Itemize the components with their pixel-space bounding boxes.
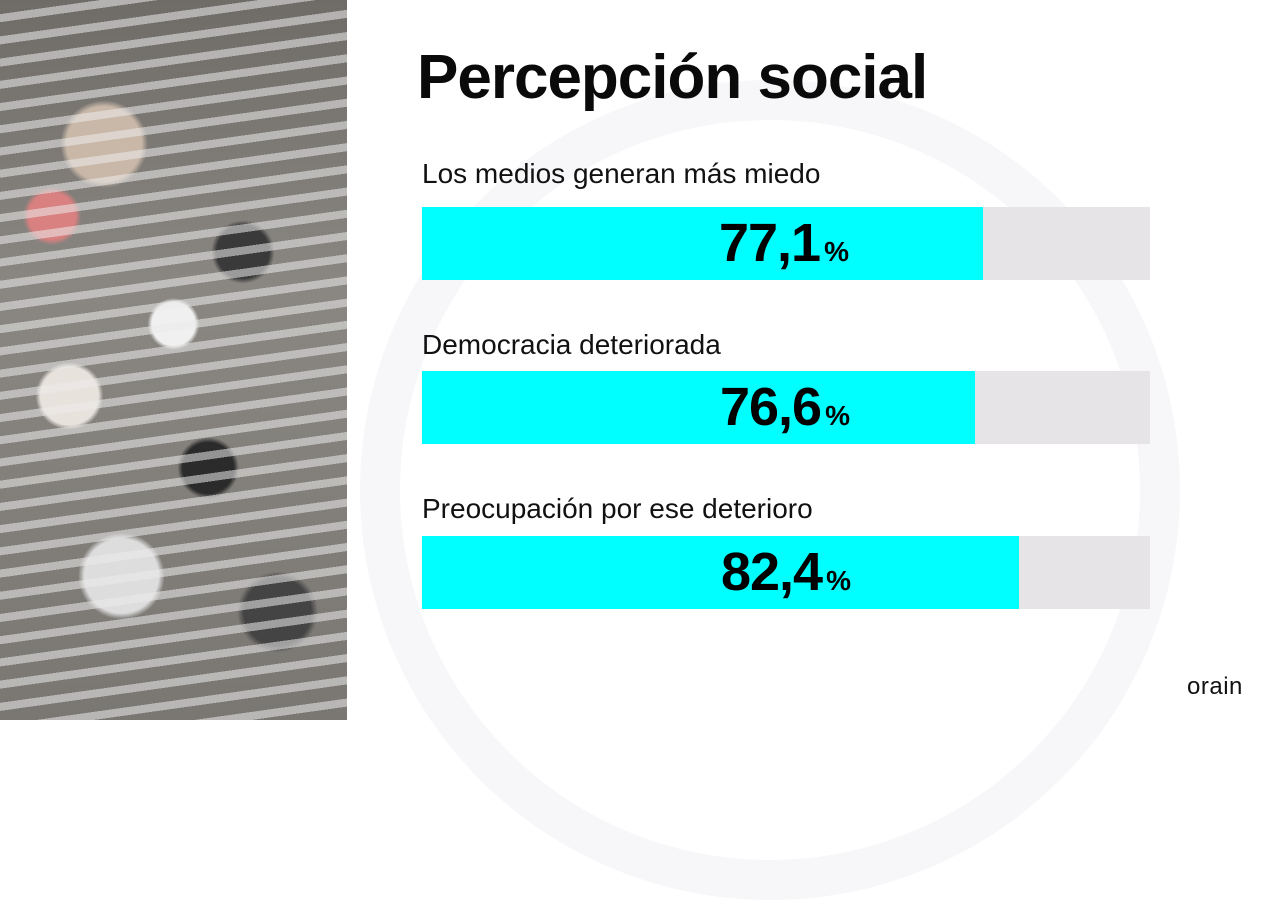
bar-track: 82,4% [422,536,1150,609]
bar-fill [422,207,983,280]
bar-value-number: 76,6 [719,377,822,437]
bar-value-number: 82,4 [720,542,823,602]
bar-label: Preocupación por ese deterioro [422,493,813,524]
bar-track: 76,6% [422,371,1150,444]
bar-label: Los medios generan más miedo [422,158,821,189]
background-circle-decoration [360,80,1180,900]
bar-value: 76,6% [720,371,850,444]
bar-fill [422,536,1019,609]
bar-value: 77,1% [719,207,849,280]
orain-logo: orain [1187,673,1243,700]
bar-value-unit: % [826,565,852,596]
bar-fill [422,371,975,444]
slide-title: Percepción social [417,43,928,112]
bar-value-unit: % [824,236,850,267]
bar-track: 77,1% [422,207,1150,280]
bar-value-unit: % [825,400,851,431]
crowd-crosswalk-photo [0,0,347,720]
bar-label: Democracia deteriorada [422,329,721,360]
bar-value: 82,4% [721,536,851,609]
bar-value-number: 77,1 [718,213,821,273]
